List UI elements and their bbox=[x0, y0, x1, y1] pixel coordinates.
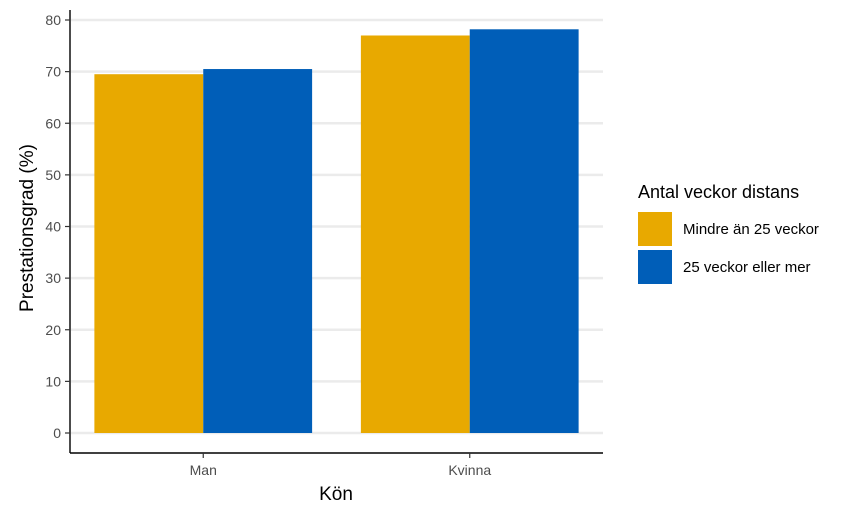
y-tick-label: 60 bbox=[45, 115, 61, 131]
y-tick-label: 80 bbox=[45, 12, 61, 28]
y-ticks: 0 10 20 30 40 50 60 70 80 bbox=[45, 12, 70, 441]
y-tick-label: 70 bbox=[45, 64, 61, 80]
y-tick-label: 20 bbox=[45, 322, 61, 338]
legend: Antal veckor distans Mindre än 25 veckor… bbox=[638, 182, 819, 284]
x-tick-label: Kvinna bbox=[448, 462, 491, 478]
legend-label: Mindre än 25 veckor bbox=[683, 221, 819, 238]
bars bbox=[94, 29, 579, 434]
axes bbox=[69, 10, 603, 454]
bar bbox=[469, 29, 579, 433]
y-axis-title: Prestationsgrad (%) bbox=[17, 144, 38, 312]
x-ticks: Man Kvinna bbox=[190, 453, 491, 478]
y-tick-label: 0 bbox=[53, 425, 61, 441]
legend-label: 25 veckor eller mer bbox=[683, 259, 811, 276]
x-axis-title: Kön bbox=[319, 484, 353, 505]
legend-swatch bbox=[638, 250, 672, 284]
y-tick-label: 50 bbox=[45, 167, 61, 183]
bar bbox=[203, 69, 313, 433]
bar bbox=[94, 74, 204, 434]
legend-swatch bbox=[638, 212, 672, 246]
y-tick-label: 40 bbox=[45, 219, 61, 235]
bar bbox=[360, 35, 470, 434]
y-tick-label: 30 bbox=[45, 270, 61, 286]
legend-title: Antal veckor distans bbox=[638, 182, 799, 202]
legend-items: Mindre än 25 veckor 25 veckor eller mer bbox=[638, 212, 819, 284]
y-tick-label: 10 bbox=[45, 373, 61, 389]
x-tick-label: Man bbox=[190, 462, 217, 478]
